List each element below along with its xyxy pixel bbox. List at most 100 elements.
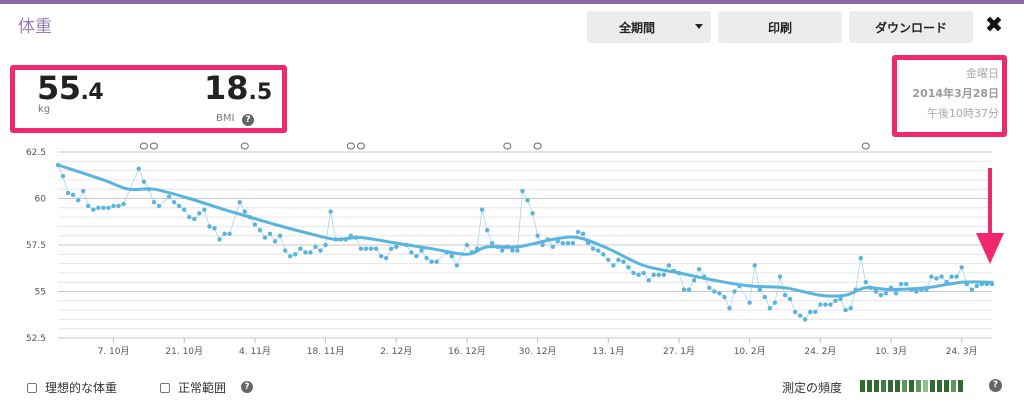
data-point xyxy=(363,246,369,251)
data-point xyxy=(737,283,742,289)
data-point xyxy=(383,255,389,261)
frequency-bar xyxy=(930,380,935,392)
data-point xyxy=(651,272,656,277)
weight-value: 55.4 xyxy=(37,69,104,107)
measurement-line xyxy=(57,164,992,320)
data-point xyxy=(550,244,555,250)
ideal-weight-checkbox[interactable] xyxy=(27,382,37,393)
data-point xyxy=(772,300,778,305)
data-point xyxy=(212,226,217,231)
data-point xyxy=(878,293,884,298)
data-point xyxy=(949,274,954,279)
print-button[interactable]: 印刷 xyxy=(718,11,842,43)
y-tick-label: 55 xyxy=(35,288,46,298)
frequency-bar xyxy=(909,380,914,392)
data-point xyxy=(606,257,611,263)
x-tick-label: 2. 12月 xyxy=(380,346,412,357)
weight-decimal: .4 xyxy=(80,80,104,105)
frequency-label: 測定の頻度 xyxy=(782,381,843,395)
ideal-weight-label: 理想的な体重 xyxy=(45,381,118,395)
summary-highlight-box xyxy=(10,65,287,133)
frequency-bar xyxy=(937,380,942,392)
range-help-icon[interactable]: ? xyxy=(241,381,253,393)
data-point xyxy=(621,259,626,264)
data-point xyxy=(752,263,757,268)
data-point xyxy=(560,240,566,246)
data-point xyxy=(489,240,495,246)
data-point xyxy=(545,237,550,242)
data-point xyxy=(601,252,606,257)
data-point xyxy=(676,270,682,276)
period-dropdown[interactable]: 全期間 xyxy=(587,11,711,43)
bmi-help-icon[interactable]: ? xyxy=(242,114,254,126)
data-point xyxy=(939,274,944,279)
data-point xyxy=(813,309,818,315)
normal-range-checkbox[interactable] xyxy=(160,382,170,393)
data-point xyxy=(979,281,985,287)
download-button[interactable]: ダウンロード xyxy=(849,11,973,43)
data-point xyxy=(373,246,379,251)
data-point xyxy=(60,173,66,179)
y-tick-label: 62.5 xyxy=(26,148,46,158)
x-tick-label: 24. 3月 xyxy=(946,346,978,357)
data-point xyxy=(818,302,823,307)
frequency-bar xyxy=(860,380,865,392)
data-point xyxy=(55,162,61,168)
arrow-down-icon xyxy=(976,168,1004,264)
x-tick-label: 24. 2月 xyxy=(804,346,836,357)
data-point xyxy=(368,246,374,251)
frequency-bar xyxy=(867,380,872,392)
data-point xyxy=(792,309,798,315)
note-bubble-icon xyxy=(503,142,512,150)
data-point xyxy=(671,268,677,274)
weekday-text: 金曜日 xyxy=(966,67,999,80)
data-point xyxy=(954,274,959,279)
data-point xyxy=(873,289,879,294)
data-point xyxy=(500,248,505,253)
data-point xyxy=(914,289,919,294)
frequency-bar xyxy=(895,380,900,392)
data-point xyxy=(712,289,717,294)
data-point xyxy=(767,306,773,311)
frequency-help-icon[interactable]: ? xyxy=(989,379,1002,392)
data-point xyxy=(863,280,868,285)
x-tick-label: 13. 1月 xyxy=(592,346,624,357)
data-point xyxy=(969,287,975,292)
data-point xyxy=(282,248,288,253)
data-point xyxy=(348,233,354,238)
x-tick-label: 4. 11月 xyxy=(239,346,271,357)
bmi-integer: 18 xyxy=(204,69,249,107)
data-point xyxy=(575,229,581,235)
close-icon[interactable]: ✖ xyxy=(984,13,1004,38)
data-point xyxy=(176,203,182,209)
y-tick-label: 57.5 xyxy=(26,241,46,251)
data-point xyxy=(959,265,964,270)
normal-range-toggle[interactable]: 正常範囲 xyxy=(160,379,226,396)
data-point xyxy=(237,200,242,205)
data-point xyxy=(141,179,147,184)
data-point xyxy=(661,272,667,277)
time-text: 午後10時37分 xyxy=(927,107,999,120)
data-point xyxy=(505,244,510,250)
data-point xyxy=(207,224,212,229)
data-point xyxy=(378,253,384,259)
bmi-value: 18.5 xyxy=(204,69,272,107)
data-point xyxy=(747,300,752,305)
data-point xyxy=(86,203,91,209)
data-point xyxy=(91,207,96,212)
note-bubble-icon xyxy=(533,142,542,150)
data-point xyxy=(106,205,111,210)
data-point xyxy=(187,214,192,220)
top-accent-bar xyxy=(0,0,1024,4)
data-point xyxy=(338,237,343,242)
data-point xyxy=(217,237,222,242)
data-point xyxy=(858,255,863,261)
data-point xyxy=(585,240,591,246)
data-point xyxy=(121,201,126,207)
data-point xyxy=(313,244,318,250)
frequency-bar xyxy=(923,380,928,392)
x-tick-label: 30. 12月 xyxy=(519,346,557,357)
ideal-weight-toggle[interactable]: 理想的な体重 xyxy=(27,379,117,396)
data-point xyxy=(989,281,995,287)
data-point xyxy=(848,306,853,311)
